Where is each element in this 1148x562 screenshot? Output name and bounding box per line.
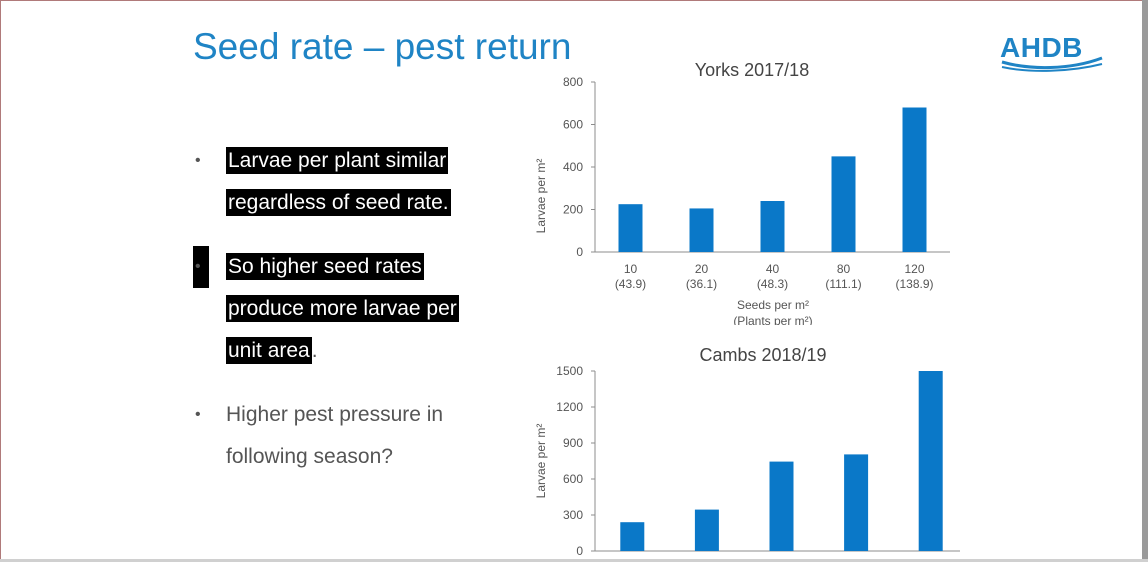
bar: [618, 204, 643, 252]
bullet-dot: •: [193, 246, 209, 288]
bar: [760, 201, 785, 252]
slide-title: Seed rate – pest return: [193, 26, 572, 67]
y-axis-label: Larvae per m²: [534, 424, 548, 499]
bar: [769, 461, 794, 551]
bullet-item: • Larvae per plant similar regardless of…: [195, 140, 495, 224]
y-tick-label: 0: [576, 245, 583, 259]
x-tick-sublabel: (138.9): [895, 277, 933, 291]
bar: [844, 454, 869, 551]
x-tick-label: 40: [766, 262, 780, 276]
x-tick-sublabel: (111.1): [825, 277, 861, 291]
chart-cambs: Cambs 2018/19 Larvae per m² 0 300 600 900 12…: [534, 345, 960, 558]
bullet-dot: •: [195, 152, 201, 169]
bullet-text: Higher pest pressure in following season…: [226, 403, 444, 468]
bullet-item: • So higher seed rates produce more larv…: [193, 246, 495, 372]
bullet-text-tail: .: [311, 339, 318, 362]
y-tick-label: 0: [576, 544, 583, 558]
x-tick-sublabel: (43.9): [615, 277, 646, 291]
bar: [902, 107, 927, 252]
logo-wave-icon: [1001, 56, 1103, 72]
y-axis-label: Larvae per m²: [534, 159, 548, 234]
logo-text: AHDB: [1000, 32, 1083, 63]
bullet-item: • Higher pest pressure in following seas…: [195, 394, 495, 478]
bar: [918, 371, 943, 551]
y-tick-label: 600: [563, 118, 583, 132]
y-tick-label: 600: [563, 472, 583, 486]
x-tick-label: 120: [904, 262, 924, 276]
x-tick-sublabel: (48.3): [757, 277, 788, 291]
y-tick-label: 1200: [556, 400, 583, 414]
x-tick-label: 80: [837, 262, 851, 276]
bullet-text: So higher seed rates produce more larvae…: [226, 253, 459, 364]
chart-title: Cambs 2018/19: [699, 345, 826, 365]
y-tick-label: 800: [563, 75, 583, 89]
x-tick-label: 20: [695, 262, 709, 276]
bullet-list: • Larvae per plant similar regardless of…: [193, 140, 495, 500]
y-tick-label: 400: [563, 160, 583, 174]
chart-yorks: Yorks 2017/18 Larvae per m² Seeds per m²…: [534, 60, 950, 325]
scrollbar[interactable]: [1142, 0, 1148, 562]
x-tick-label: 10: [624, 262, 638, 276]
bullet-dot: •: [195, 406, 201, 423]
x-tick-sublabel: (36.1): [686, 277, 717, 291]
x-axis-label: Seeds per m²: [737, 298, 809, 312]
y-tick-label: 900: [563, 436, 583, 450]
bar: [694, 509, 719, 551]
y-tick-label: 1500: [556, 364, 583, 378]
bar: [689, 208, 714, 252]
x-axis-sublabel: (Plants per m²): [733, 314, 812, 325]
bar: [620, 522, 645, 551]
chart-title: Yorks 2017/18: [695, 60, 809, 80]
y-tick-label: 300: [563, 508, 583, 522]
bullet-text: Larvae per plant similar regardless of s…: [226, 147, 451, 216]
bar: [831, 156, 856, 252]
ahdb-logo: AHDB: [1000, 32, 1110, 72]
y-tick-label: 200: [563, 203, 583, 217]
bottom-edge: [0, 559, 1148, 562]
